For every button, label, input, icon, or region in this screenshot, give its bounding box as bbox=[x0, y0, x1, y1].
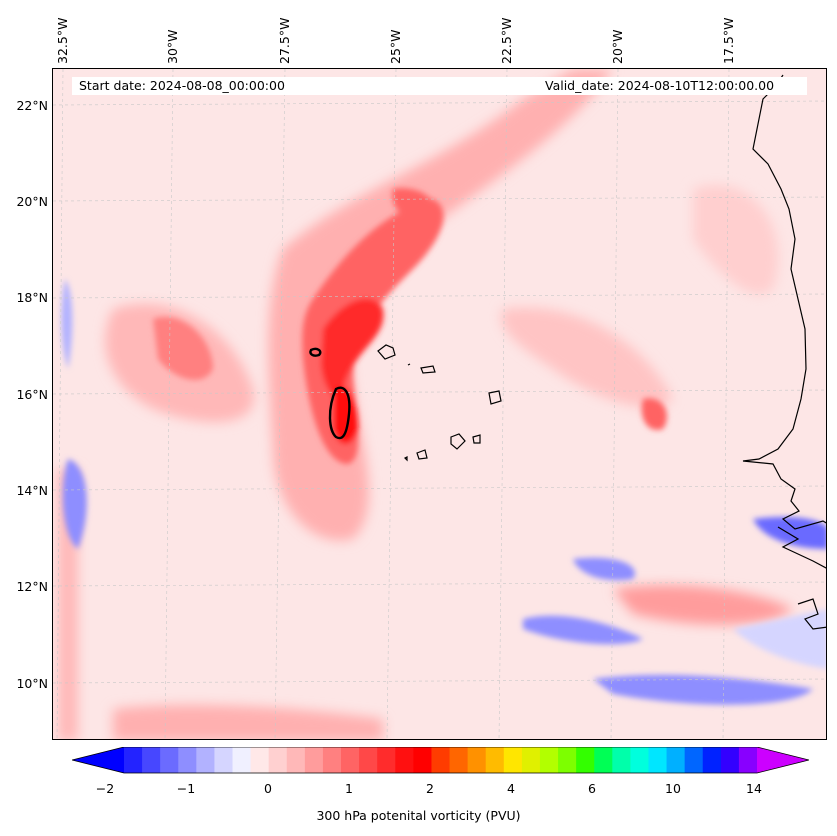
start-date-text: Start date: 2024-08-08_00:00:00 bbox=[79, 78, 285, 93]
colorbar-extend-min bbox=[72, 747, 124, 773]
colorbar-segment bbox=[558, 747, 577, 773]
lat-label-10n: 10°N bbox=[16, 676, 48, 691]
colorbar-segment bbox=[268, 747, 288, 773]
colorbar-extend-max bbox=[757, 747, 809, 773]
lat-label-14n: 14°N bbox=[16, 483, 48, 498]
colorbar-segment bbox=[377, 747, 396, 773]
colorbar-segment bbox=[413, 747, 433, 773]
colorbar-segment bbox=[304, 747, 324, 773]
colorbar-segment bbox=[449, 747, 469, 773]
colorbar bbox=[72, 747, 809, 774]
colorbar-label: 300 hPa potenital vorticity (PVU) bbox=[316, 808, 521, 823]
lat-label-16n: 16°N bbox=[16, 387, 48, 402]
lon-label-32-5w: 32.5°W bbox=[55, 17, 70, 64]
lon-label-27-5w: 27.5°W bbox=[277, 17, 292, 64]
valid-date-text: Valid_date: 2024-08-10T12:00:00.00 bbox=[545, 78, 775, 93]
date-info-bar bbox=[72, 77, 807, 95]
colorbar-segment bbox=[720, 747, 740, 773]
colorbar-segment bbox=[738, 747, 758, 773]
colorbar-segment bbox=[467, 747, 487, 773]
lat-label-20n: 20°N bbox=[16, 194, 48, 209]
lat-label-18n: 18°N bbox=[16, 290, 48, 305]
west-africa-coastline bbox=[742, 74, 826, 630]
colorbar-segment bbox=[124, 747, 143, 773]
cbar-tick-neg1: −1 bbox=[176, 781, 196, 796]
colorbar-segment bbox=[702, 747, 722, 773]
pv-2-contour bbox=[309, 347, 351, 440]
graticule bbox=[53, 69, 826, 739]
lon-label-30w: 30°W bbox=[165, 29, 180, 64]
colorbar-segment bbox=[666, 747, 686, 773]
pv-streamer-core bbox=[153, 188, 667, 464]
colorbar-segment bbox=[594, 747, 613, 773]
cbar-tick-6: 6 bbox=[588, 781, 596, 796]
colorbar-segment bbox=[684, 747, 704, 773]
colorbar-segment bbox=[431, 747, 451, 773]
lon-label-20w: 20°W bbox=[610, 29, 625, 64]
colorbar-segment bbox=[286, 747, 306, 773]
colorbar-segment bbox=[214, 747, 234, 773]
cbar-tick-14: 14 bbox=[746, 781, 762, 796]
colorbar-segment bbox=[178, 747, 197, 773]
colorbar-outline bbox=[72, 747, 809, 774]
colorbar-segment bbox=[359, 747, 378, 773]
cbar-tick-2: 2 bbox=[426, 781, 434, 796]
colorbar-segment bbox=[630, 747, 650, 773]
colorbar-segment bbox=[250, 747, 270, 773]
colorbar-segment bbox=[395, 747, 414, 773]
colorbar-segment bbox=[196, 747, 216, 773]
colorbar-segment bbox=[322, 747, 342, 773]
map-panel bbox=[52, 68, 827, 740]
lat-label-22n: 22°N bbox=[16, 98, 48, 113]
lon-label-17-5w: 17.5°W bbox=[721, 17, 736, 64]
cape-verde-islands bbox=[377, 344, 502, 462]
colorbar-segment bbox=[612, 747, 631, 773]
lon-label-22-5w: 22.5°W bbox=[499, 17, 514, 64]
cbar-tick-neg2: −2 bbox=[95, 781, 115, 796]
colorbar-segment bbox=[503, 747, 523, 773]
colorbar-segment bbox=[142, 747, 161, 773]
colorbar-segment bbox=[539, 747, 559, 773]
pv-map bbox=[53, 69, 826, 739]
cbar-tick-10: 10 bbox=[665, 781, 681, 796]
lon-label-25w: 25°W bbox=[388, 29, 403, 64]
colorbar-segment bbox=[576, 747, 595, 773]
colorbar-segment bbox=[232, 747, 252, 773]
colorbar-segment bbox=[160, 747, 179, 773]
colorbar-segment bbox=[341, 747, 360, 773]
cbar-tick-1: 1 bbox=[345, 781, 353, 796]
cbar-tick-0: 0 bbox=[264, 781, 272, 796]
colorbar-segment bbox=[485, 747, 505, 773]
colorbar-segment bbox=[521, 747, 541, 773]
pv-negative-areas bbox=[61, 279, 826, 705]
colorbar-segment bbox=[648, 747, 668, 773]
lat-label-12n: 12°N bbox=[16, 579, 48, 594]
cbar-tick-4: 4 bbox=[507, 781, 515, 796]
